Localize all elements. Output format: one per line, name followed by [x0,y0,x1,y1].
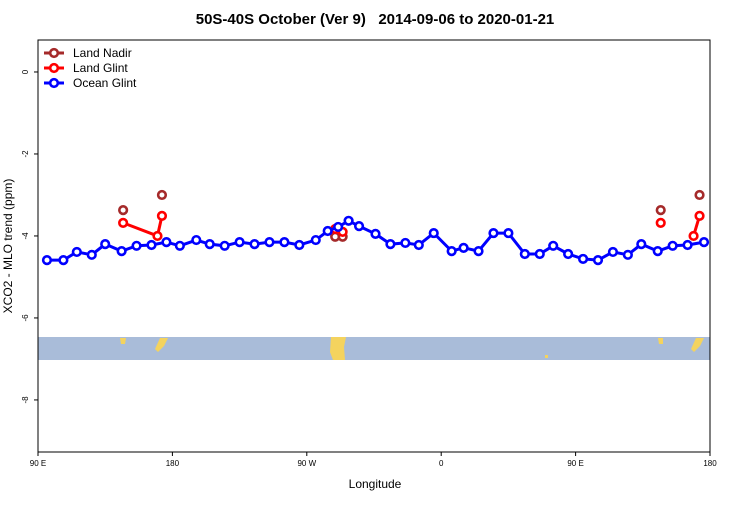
y-tick-label: -6 [21,314,30,322]
legend-marker [48,77,60,89]
point [100,239,111,250]
y-tick-label: 0 [21,69,30,74]
x-tick-label: 180 [166,459,180,468]
point [607,246,619,258]
point [577,253,589,265]
point [191,234,202,246]
point [592,255,604,266]
land-band [38,337,710,360]
point [343,215,354,226]
point [118,205,129,216]
x-tick-label: 90 E [30,459,46,468]
point [58,255,69,266]
point [118,217,129,228]
point [694,210,705,221]
point [473,246,484,257]
point [41,255,53,266]
point [446,246,457,257]
point [156,189,168,201]
point [682,239,693,251]
point [413,239,424,251]
point [698,237,710,248]
point [458,242,469,253]
point [322,225,333,237]
point [622,249,633,260]
x-tick-label: 90 W [297,459,316,468]
point [204,239,215,250]
point [131,240,142,251]
y-tick-label: -2 [21,150,30,158]
legend-label: Land Glint [73,61,128,75]
point [694,189,705,201]
point [264,237,275,248]
point [488,227,499,239]
point [146,239,157,251]
x-axis-label: Longitude [349,477,402,491]
point [655,205,666,216]
point [519,248,530,260]
point [688,230,699,242]
point [333,221,344,233]
legend-marker [48,47,60,59]
point [534,248,545,260]
x-tick-label: 90 E [567,459,583,468]
point [234,237,245,248]
ocean-strip [38,337,710,360]
x-tick-label: 0 [439,459,444,468]
point [428,227,439,239]
point [652,246,663,257]
point [400,237,411,249]
legend-marker [48,62,60,74]
point [548,240,559,251]
series-line [46,219,705,262]
point [636,239,647,250]
point [71,246,82,258]
point [116,246,127,257]
plot-frame [37,39,711,453]
point [174,240,185,251]
point [279,237,290,248]
point [353,221,365,232]
point [655,217,666,228]
point [86,249,97,260]
point [503,227,514,239]
y-tick-label: -4 [21,232,30,240]
point [370,228,381,240]
point [249,239,260,250]
point [667,240,678,251]
point [563,248,574,260]
y-tick-label: -8 [21,396,30,404]
point [385,239,396,250]
point [310,234,321,246]
y-axis-label: XCO2 - MLO trend (ppm) [1,179,15,314]
legend-label: Ocean Glint [73,76,137,90]
point [152,230,163,242]
x-tick-label: 180 [703,459,717,468]
legend-label: Land Nadir [73,46,132,60]
point [161,237,172,248]
point [219,240,230,251]
point [294,239,305,251]
chart-title: 50S-40S October (Ver 9) 2014-09-06 to 20… [196,11,555,28]
point [156,210,168,221]
